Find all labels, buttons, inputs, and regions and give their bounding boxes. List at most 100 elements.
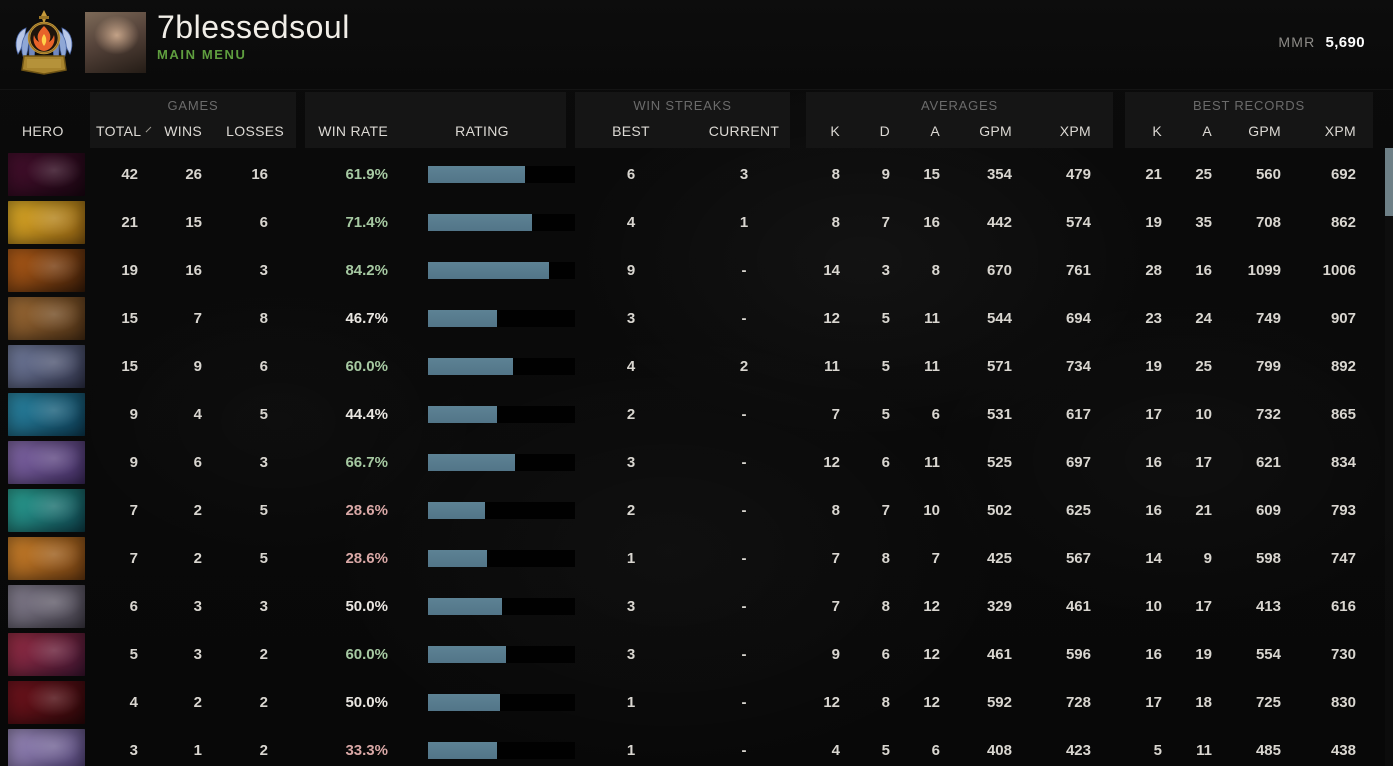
hero-portrait[interactable] [8,680,85,724]
win-rate-value: 28.6% [345,549,388,567]
avg-xpm: 697 [1065,453,1091,471]
rating-bar-track [428,261,575,279]
rating-bar-track [428,309,575,327]
col-header-record-assists[interactable]: A [1202,123,1212,139]
hero-stats-row[interactable]: 15 7 8 46.7% 3 - 12 5 11 544 694 23 24 7… [0,294,1393,342]
hero-portrait[interactable] [8,440,85,484]
hero-stats-row[interactable]: 15 9 6 60.0% 4 2 11 5 11 571 734 19 25 7… [0,342,1393,390]
avg-deaths: 6 [881,453,890,471]
rating-bar [388,741,576,759]
record-gpm: 732 [1255,405,1281,423]
record-assists: 17 [1195,453,1212,471]
record-assists: 25 [1195,165,1212,183]
record-kills: 19 [1145,213,1162,231]
record-assists: 16 [1195,261,1212,279]
best-streak: 1 [626,549,636,567]
avg-kills: 8 [831,165,840,183]
hero-stats-row[interactable]: 7 2 5 28.6% 1 - 7 8 7 425 567 14 9 598 7… [0,534,1393,582]
hero-stats-row[interactable]: 4 2 2 50.0% 1 - 12 8 12 592 728 17 18 72… [0,678,1393,726]
wins: 2 [193,501,202,519]
best-streak: 4 [626,213,636,231]
col-header-avg-deaths[interactable]: D [879,123,890,139]
hero-stats-row[interactable]: 21 15 6 71.4% 4 1 8 7 16 442 574 19 35 7… [0,198,1393,246]
scrollbar-thumb[interactable] [1385,148,1393,216]
avg-gpm: 425 [986,549,1012,567]
record-gpm: 485 [1255,741,1281,759]
record-assists: 19 [1195,645,1212,663]
col-header-losses[interactable]: LOSSES [226,123,284,139]
current-streak: - [741,741,747,759]
hero-portrait[interactable] [8,392,85,436]
player-avatar[interactable] [85,12,146,73]
record-gpm: 560 [1255,165,1281,183]
hero-portrait[interactable] [8,584,85,628]
rating-bar-track [428,501,575,519]
col-header-win-rate[interactable]: WIN RATE [318,123,388,139]
hero-stats-row[interactable]: 6 3 3 50.0% 3 - 7 8 12 329 461 10 17 413… [0,582,1393,630]
rating-bar-fill [428,309,498,327]
scrollbar-track[interactable] [1385,148,1393,766]
rating-bar-track [428,645,575,663]
avg-assists: 6 [931,405,940,423]
hero-stats-row[interactable]: 19 16 3 84.2% 9 - 14 3 8 670 761 28 16 1… [0,246,1393,294]
record-gpm: 554 [1255,645,1281,663]
record-gpm: 621 [1255,453,1281,471]
current-streak: - [741,693,747,711]
wins: 2 [193,693,202,711]
col-header-avg-assists[interactable]: A [930,123,940,139]
avg-kills: 11 [824,357,840,375]
rating-bar-track [428,693,575,711]
record-kills: 17 [1145,405,1162,423]
col-header-total[interactable]: TOTAL [96,123,152,139]
col-header-record-gpm[interactable]: GPM [1248,123,1281,139]
col-header-hero[interactable]: HERO [22,123,64,139]
col-header-best-streak[interactable]: BEST [612,123,650,139]
main-menu-breadcrumb[interactable]: MAIN MENU [157,47,247,62]
hero-stats-row[interactable]: 9 4 5 44.4% 2 - 7 5 6 531 617 17 10 732 … [0,390,1393,438]
total-games: 4 [129,693,138,711]
rating-bar [388,645,576,663]
hero-portrait[interactable] [8,344,85,388]
col-header-avg-xpm[interactable]: XPM [1059,123,1091,139]
col-header-record-kills[interactable]: K [1152,123,1162,139]
hero-stats-row[interactable]: 9 6 3 66.7% 3 - 12 6 11 525 697 16 17 62… [0,438,1393,486]
losses: 6 [259,213,268,231]
hero-portrait[interactable] [8,248,85,292]
hero-stats-row[interactable]: 7 2 5 28.6% 2 - 8 7 10 502 625 16 21 609… [0,486,1393,534]
hero-portrait[interactable] [8,152,85,196]
hero-portrait[interactable] [8,728,85,766]
avg-deaths: 7 [881,213,890,231]
total-games: 3 [129,741,138,759]
col-header-wins[interactable]: WINS [164,123,202,139]
col-header-current-streak[interactable]: CURRENT [708,123,780,139]
col-header-record-xpm[interactable]: XPM [1324,123,1356,139]
hero-stats-row[interactable]: 42 26 16 61.9% 6 3 8 9 15 354 479 21 25 … [0,150,1393,198]
current-streak: - [741,309,747,327]
record-kills: 28 [1145,261,1162,279]
win-rate-value: 84.2% [345,261,388,279]
averages-group-panel [806,92,1113,148]
current-streak: 2 [739,357,749,375]
record-assists: 24 [1195,309,1212,327]
avg-gpm: 502 [986,501,1012,519]
hero-portrait[interactable] [8,488,85,532]
hero-portrait[interactable] [8,632,85,676]
record-kills: 16 [1145,645,1162,663]
hero-portrait[interactable] [8,200,85,244]
avg-assists: 12 [923,597,940,615]
hero-stats-row[interactable]: 3 1 2 33.3% 1 - 4 5 6 408 423 5 11 485 4… [0,726,1393,766]
col-header-avg-kills[interactable]: K [830,123,840,139]
col-header-rating[interactable]: RATING [455,123,509,139]
current-streak: - [741,453,747,471]
record-gpm: 598 [1255,549,1281,567]
hero-stats-row[interactable]: 5 3 2 60.0% 3 - 9 6 12 461 596 16 19 554… [0,630,1393,678]
losses: 2 [259,741,268,759]
hero-portrait[interactable] [8,536,85,580]
col-header-avg-gpm[interactable]: GPM [979,123,1012,139]
hero-portrait[interactable] [8,296,85,340]
avg-assists: 11 [924,453,940,471]
rating-bar-track [428,405,575,423]
record-xpm: 892 [1330,357,1356,375]
current-streak: - [741,597,747,615]
